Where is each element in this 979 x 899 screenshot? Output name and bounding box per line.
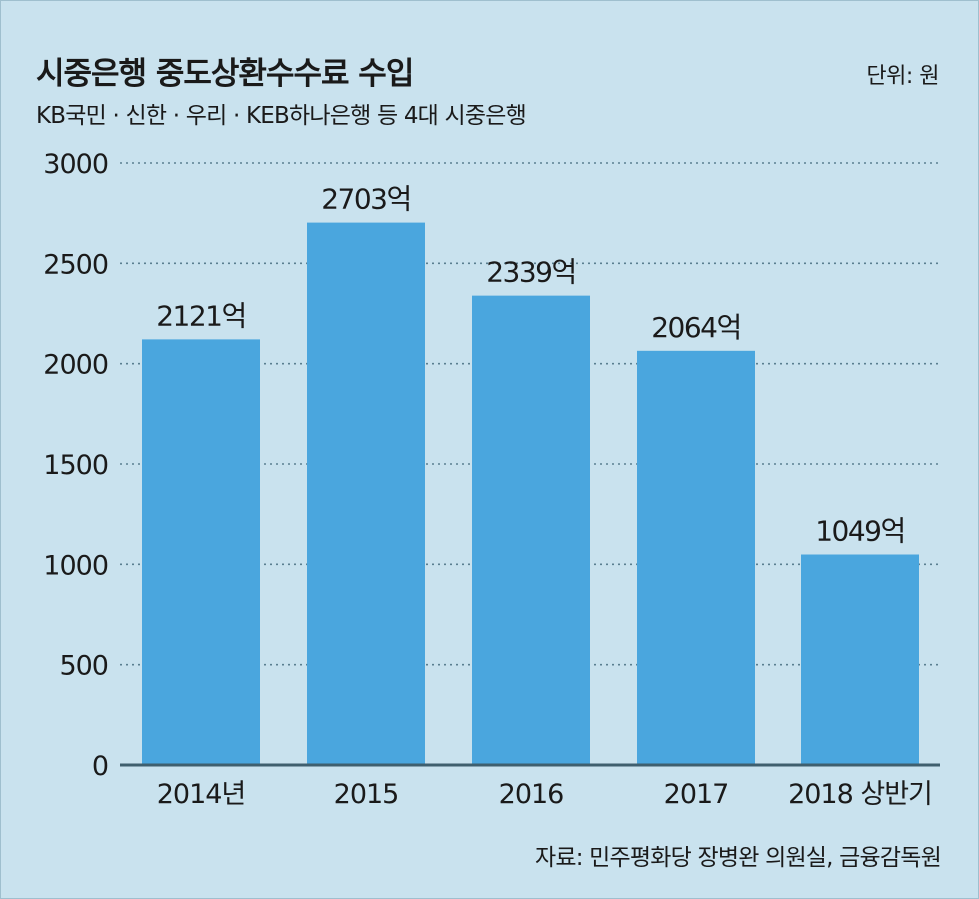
chart-title: 시중은행 중도상환수수료 수입 [36,56,414,92]
data-label: 2121억 [156,299,246,332]
x-tick-label: 2018 상반기 [788,779,932,810]
y-tick-label: 1500 [43,450,108,481]
bar [142,339,260,765]
y-tick-label: 0 [92,751,108,782]
y-tick-label: 2500 [43,249,108,280]
y-tick-label: 3000 [43,149,108,180]
x-tick-label: 2017 [664,779,729,810]
y-tick-label: 500 [59,651,108,682]
x-tick-label: 2014년 [157,779,246,810]
bar [472,295,590,765]
labels: 0 500 1000 1500 2000 2500 3000 2121억 2014년 2703억 2… [43,149,933,810]
chart-subtitle: KB국민 · 신한 · 우리 · KEB하나은행 등 4대 시중은행 [36,103,527,129]
bar [801,554,919,765]
data-label: 2339억 [486,256,576,289]
bar [637,350,755,765]
data-label: 2064억 [651,311,741,344]
unit-label: 단위: 원 [866,64,939,89]
x-tick-label: 2016 [499,779,564,810]
data-label: 1049억 [815,515,905,548]
bar [307,222,425,765]
source-note: 자료: 민주평화당 장병완 의원실, 금융감독원 [535,845,942,871]
y-tick-label: 2000 [43,350,108,381]
x-tick-label: 2015 [334,779,399,810]
y-tick-label: 1000 [43,550,108,581]
data-label: 2703억 [321,183,411,216]
bars [142,222,919,765]
